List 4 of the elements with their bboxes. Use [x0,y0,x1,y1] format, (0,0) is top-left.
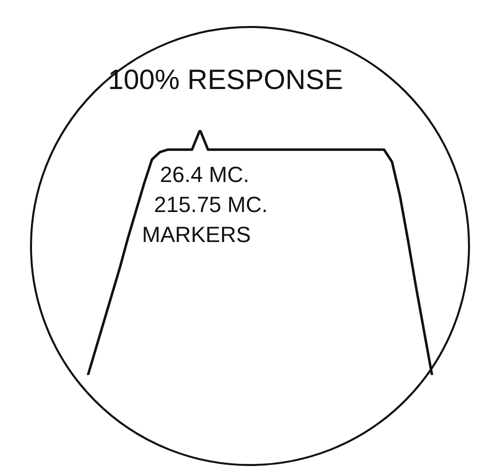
text: 100% RESPONSE [108,64,343,96]
annotation: 26.4 MC. [160,162,250,188]
annotation: MARKERS [142,222,251,248]
annotation: 215.75 MC. [154,192,268,218]
